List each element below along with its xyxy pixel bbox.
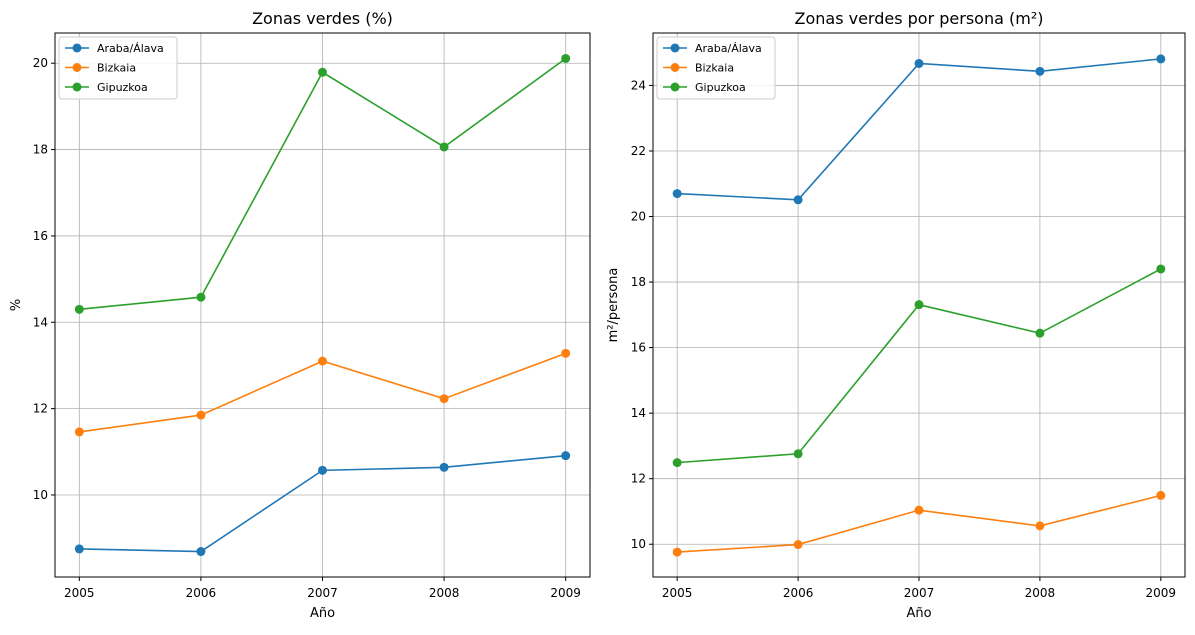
data-point <box>439 394 449 404</box>
y-tick-label: 20 <box>631 210 646 224</box>
data-point <box>1156 54 1166 64</box>
series-3 <box>74 53 571 314</box>
y-tick-label: 12 <box>631 472 646 486</box>
data-point <box>196 410 206 420</box>
data-point <box>196 292 206 302</box>
data-point <box>74 544 84 554</box>
y-tick-label: 14 <box>631 406 646 420</box>
chart-title: Zonas verdes por persona (m²) <box>795 9 1044 28</box>
series-2 <box>672 490 1166 557</box>
data-point <box>561 348 571 358</box>
series-2 <box>74 348 571 437</box>
data-point <box>1156 490 1166 500</box>
legend-label: Araba/Álava <box>695 42 762 55</box>
x-tick-label: 2006 <box>783 586 814 600</box>
x-tick-label: 2009 <box>1146 586 1177 600</box>
data-point <box>672 458 682 468</box>
x-tick-label: 2007 <box>307 586 338 600</box>
data-point <box>793 449 803 459</box>
x-tick-label: 2009 <box>550 586 581 600</box>
series-1 <box>672 54 1166 205</box>
y-axis-label: % <box>9 299 24 311</box>
legend-marker <box>670 43 680 53</box>
x-axis-label: Año <box>906 606 931 621</box>
legend-marker <box>670 82 680 92</box>
x-tick-label: 2008 <box>429 586 460 600</box>
series-3 <box>672 264 1166 468</box>
legend-label: Bizkaia <box>97 62 136 75</box>
data-point <box>74 304 84 314</box>
legend-box <box>58 36 178 100</box>
legend-label: Araba/Álava <box>97 42 164 55</box>
y-tick-label: 16 <box>33 229 48 243</box>
legend-label: Bizkaia <box>695 62 734 75</box>
y-axis-label: m²/persona <box>606 268 621 343</box>
x-tick-label: 2008 <box>1025 586 1056 600</box>
data-point <box>561 451 571 461</box>
grid-lines <box>55 33 590 577</box>
y-tick-label: 22 <box>631 144 646 158</box>
data-point <box>561 53 571 63</box>
data-point <box>1035 66 1045 76</box>
x-tick-label: 2006 <box>186 586 217 600</box>
series-1 <box>74 451 571 557</box>
x-axis-label: Año <box>310 606 335 621</box>
y-tick-label: 18 <box>33 143 48 157</box>
data-point <box>793 540 803 550</box>
data-point <box>793 195 803 205</box>
y-tick-label: 10 <box>631 537 646 551</box>
data-point <box>672 189 682 199</box>
y-tick-label: 24 <box>631 78 646 92</box>
data-point <box>196 547 206 557</box>
data-point <box>439 462 449 472</box>
chart-panel-1: 2005 2006 2007 2008 2009 10 12 14 16 18 20 Zonas ve… <box>9 9 591 621</box>
data-point <box>1156 264 1166 274</box>
legend-box <box>656 36 776 100</box>
x-tick-label: 2007 <box>904 586 935 600</box>
data-point <box>318 465 327 475</box>
legend-label: Gipuzkoa <box>97 81 148 94</box>
data-point <box>1035 521 1045 531</box>
x-tick-label: 2005 <box>64 586 95 600</box>
legend-marker <box>72 82 82 92</box>
legend-label: Gipuzkoa <box>695 81 746 94</box>
data-point <box>1035 328 1045 338</box>
legend-marker <box>72 43 82 53</box>
data-point <box>914 300 924 310</box>
data-point <box>318 356 327 366</box>
x-tick-label: 2005 <box>662 586 693 600</box>
y-tick-label: 20 <box>33 56 48 70</box>
y-tick-label: 16 <box>631 341 646 355</box>
data-point <box>318 67 327 77</box>
legend-marker <box>670 63 680 72</box>
y-tick-label: 18 <box>631 275 646 289</box>
y-tick-label: 10 <box>33 488 48 502</box>
data-point <box>74 427 84 437</box>
data-point <box>672 547 682 557</box>
chart-title: Zonas verdes (%) <box>252 9 393 28</box>
legend-marker <box>72 63 82 72</box>
data-point <box>439 142 449 152</box>
y-tick-label: 14 <box>33 315 48 329</box>
y-tick-label: 12 <box>33 402 48 416</box>
legend: Araba/Álava Bizkaia Gipuzkoa <box>58 36 178 100</box>
data-point <box>914 505 924 515</box>
legend: Araba/Álava Bizkaia Gipuzkoa <box>656 36 776 100</box>
chart-panel-2: 2005 2006 2007 2008 2009 10 12 14 16 18 20 22 24 Zona… <box>606 9 1186 621</box>
data-point <box>914 58 924 68</box>
